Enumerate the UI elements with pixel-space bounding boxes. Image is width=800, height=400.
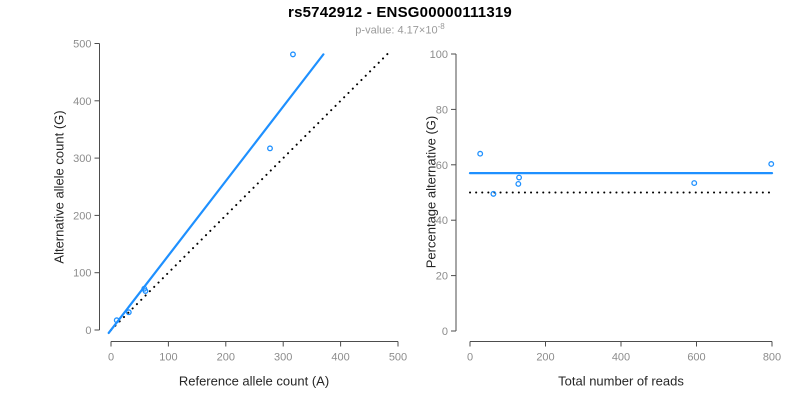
left-reference-line — [110, 51, 390, 331]
right-y-tick-label: 100 — [430, 49, 448, 61]
left-fit-line — [107, 53, 325, 335]
left-y-tick-label: 100 — [73, 268, 91, 280]
pvalue-exponent: -8 — [437, 22, 445, 31]
left-x-tick-label: 0 — [108, 352, 114, 364]
left-y-tick-label: 400 — [73, 96, 91, 108]
left-data-point — [125, 309, 132, 316]
right-y-axis-title: Percentage alternative (G) — [423, 115, 439, 269]
right-x-tick-label: 600 — [687, 352, 705, 364]
right-x-tick-label: 0 — [467, 352, 473, 364]
left-x-tick-label: 100 — [159, 352, 177, 364]
right-x-tick-label: 800 — [763, 352, 781, 364]
left-y-tick-label: 0 — [85, 325, 91, 337]
right-data-point — [516, 174, 523, 181]
right-data-point — [490, 190, 497, 197]
right-y-tick-label: 20 — [436, 271, 448, 283]
left-data-point — [290, 51, 296, 58]
right-data-point — [515, 180, 522, 187]
right-data-point — [477, 150, 484, 157]
pvalue-text: p-value: 4.17×10 — [355, 24, 438, 37]
right-data-point — [691, 180, 698, 187]
right-y-tick-label: 60 — [436, 160, 448, 172]
right-x-tick-label: 400 — [612, 352, 630, 364]
left-y-tick-label: 500 — [73, 39, 91, 51]
left-x-tick-label: 500 — [389, 352, 407, 364]
left-data-point — [113, 317, 120, 324]
pvalue-subtitle: p-value: 4.17×10-8 — [0, 22, 800, 37]
left-data-point — [142, 288, 149, 294]
right-x-tick-label: 200 — [536, 352, 554, 364]
left-y-axis-title: Alternative allele count (G) — [51, 110, 67, 264]
left-y-tick-label: 200 — [73, 210, 91, 222]
right-y-tick-label: 40 — [436, 215, 448, 227]
left-x-tick-label: 300 — [274, 352, 292, 364]
left-x-axis-title: Reference allele count (A) — [178, 373, 330, 389]
right-x-axis-title: Total number of reads — [558, 373, 684, 389]
left-y-tick-label: 300 — [73, 153, 91, 165]
right-data-point — [768, 161, 775, 167]
left-x-tick-label: 200 — [217, 352, 235, 364]
figure-title: rs5742912 - ENSG00000111319 — [288, 4, 512, 21]
right-y-tick-label: 0 — [442, 326, 448, 338]
left-data-point — [267, 145, 273, 152]
right-y-tick-label: 80 — [436, 104, 448, 116]
left-x-tick-label: 400 — [331, 352, 349, 364]
